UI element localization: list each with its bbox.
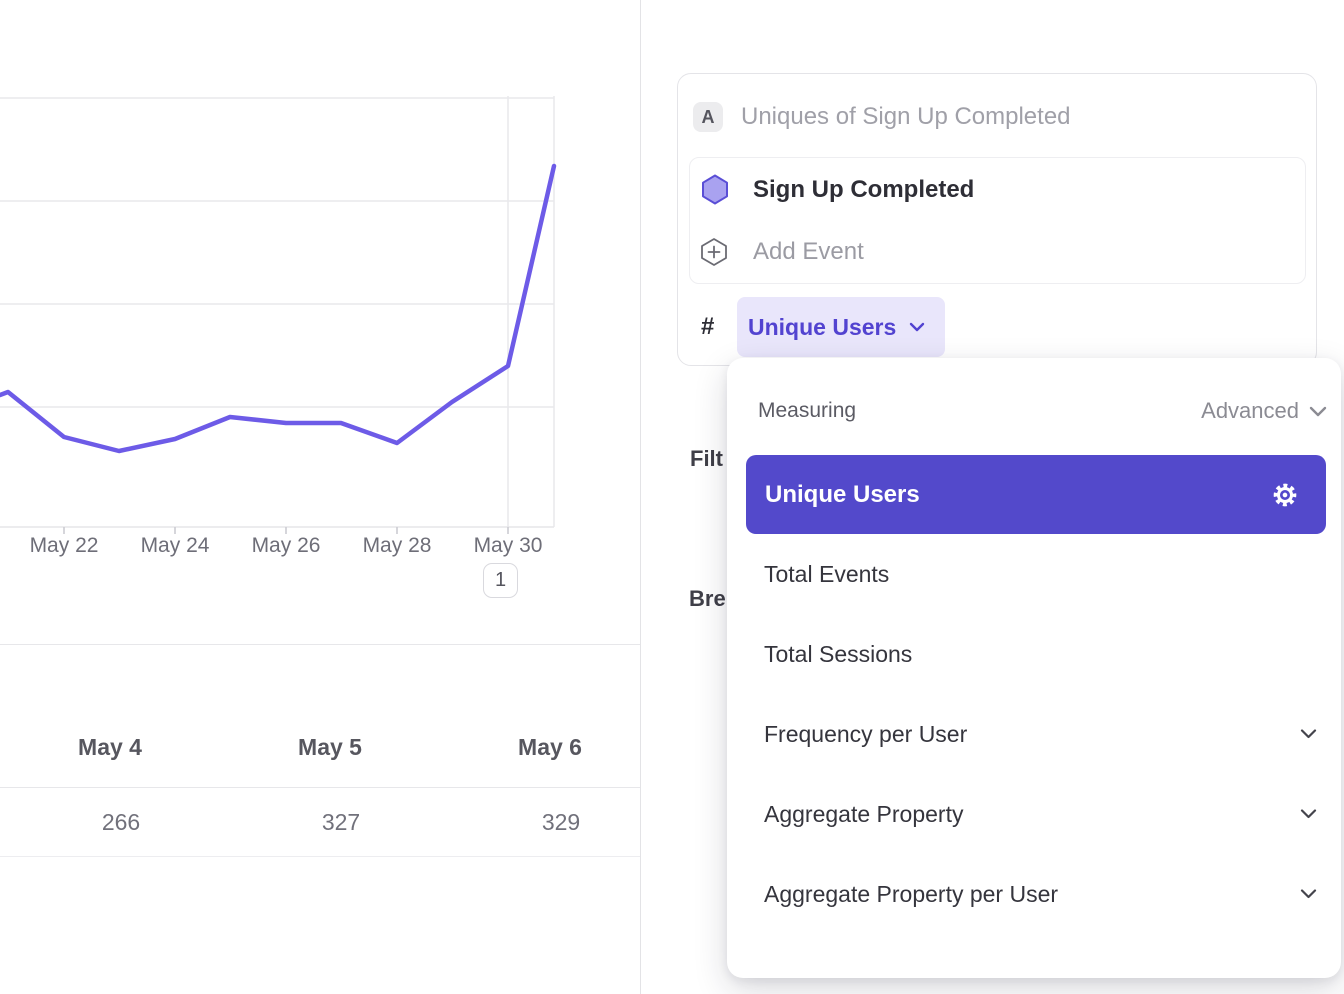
count-symbol: # — [701, 313, 715, 340]
menu-item-unique-users-selected[interactable]: Unique Users — [746, 455, 1326, 534]
table-header-row: May 4 May 5 May 6 — [0, 644, 640, 788]
series-title: Uniques of Sign Up Completed — [741, 103, 1071, 130]
advanced-label: Advanced — [1201, 398, 1299, 423]
menu-item-label: Aggregate Property per User — [764, 880, 1059, 907]
chevron-down-icon — [1300, 729, 1317, 739]
metric-value: Unique Users — [748, 313, 897, 340]
menu-item-label: Total Sessions — [764, 640, 913, 667]
menu-item-aggregate-property-per-user[interactable]: Aggregate Property per User — [727, 854, 1341, 934]
svg-text:May 30: May 30 — [474, 534, 543, 557]
filter-section-label: Filt — [690, 446, 723, 471]
event-name: Sign Up Completed — [753, 175, 975, 203]
chevron-down-icon — [910, 322, 925, 332]
measuring-label: Measuring — [758, 399, 857, 422]
add-event-label: Add Event — [753, 238, 864, 265]
event-hexagon-icon — [702, 174, 728, 205]
table-row: 266 327 329 — [0, 788, 640, 857]
chevron-down-icon — [1309, 406, 1327, 416]
gear-icon[interactable] — [1271, 481, 1299, 509]
chevron-down-icon — [1300, 809, 1317, 819]
series-card: A Uniques of Sign Up Completed Sign Up C… — [677, 73, 1317, 366]
menu-item-aggregate-property[interactable]: Aggregate Property — [727, 774, 1341, 854]
svg-text:May 26: May 26 — [252, 534, 321, 557]
menu-item-frequency-per-user[interactable]: Frequency per User — [727, 694, 1341, 774]
metric-row: # Unique Users — [701, 297, 946, 357]
measuring-menu-header: Measuring Advanced — [758, 398, 1327, 424]
event-row-sign-up-completed[interactable]: Sign Up Completed — [690, 158, 1305, 221]
table-header: May 6 — [518, 734, 582, 760]
table-cell: 327 — [321, 808, 361, 835]
menu-item-total-sessions[interactable]: Total Sessions — [727, 614, 1341, 694]
chart-section: May 22 May 24 May 26 May 28 May 30 1 May 4 M… — [0, 0, 641, 994]
menu-item-label: Frequency per User — [764, 720, 968, 747]
table-cell: 329 — [541, 808, 581, 835]
svg-text:May 28: May 28 — [363, 534, 432, 557]
series-title-row: A Uniques of Sign Up Completed — [693, 102, 1071, 132]
table-cell: 266 — [101, 808, 141, 835]
query-builder-section: A Uniques of Sign Up Completed Sign Up C… — [642, 0, 1344, 994]
pagination-badge[interactable]: 1 — [483, 563, 518, 598]
add-event-button[interactable]: Add Event — [690, 221, 1305, 283]
chevron-down-icon — [1300, 889, 1317, 899]
metric-dropdown-chip[interactable]: Unique Users — [737, 297, 946, 357]
breakdown-section-label: Bre — [689, 586, 726, 611]
breakdown-table: May 4 May 5 May 6 266 327 329 — [0, 644, 640, 857]
menu-item-label: Total Events — [764, 560, 890, 587]
advanced-mode-selector[interactable]: Advanced — [1201, 398, 1327, 424]
series-letter-badge[interactable]: A — [693, 102, 723, 132]
table-header: May 5 — [298, 734, 362, 760]
measuring-dropdown-menu: Measuring Advanced Unique Users Total Ev… — [727, 358, 1341, 978]
table-header: May 4 — [78, 734, 142, 760]
menu-item-total-events[interactable]: Total Events — [727, 534, 1341, 614]
trend-chart[interactable]: May 22 May 24 May 26 May 28 May 30 — [0, 0, 641, 600]
measuring-menu-items: Total Events Total Sessions Frequency pe… — [727, 534, 1341, 934]
selected-item-label: Unique Users — [765, 480, 920, 508]
svg-text:May 24: May 24 — [141, 534, 210, 557]
menu-item-label: Aggregate Property — [764, 800, 964, 827]
svg-text:May 22: May 22 — [30, 534, 99, 557]
add-event-hexagon-plus-icon — [701, 238, 727, 266]
events-card: Sign Up Completed Add Event — [689, 157, 1306, 284]
